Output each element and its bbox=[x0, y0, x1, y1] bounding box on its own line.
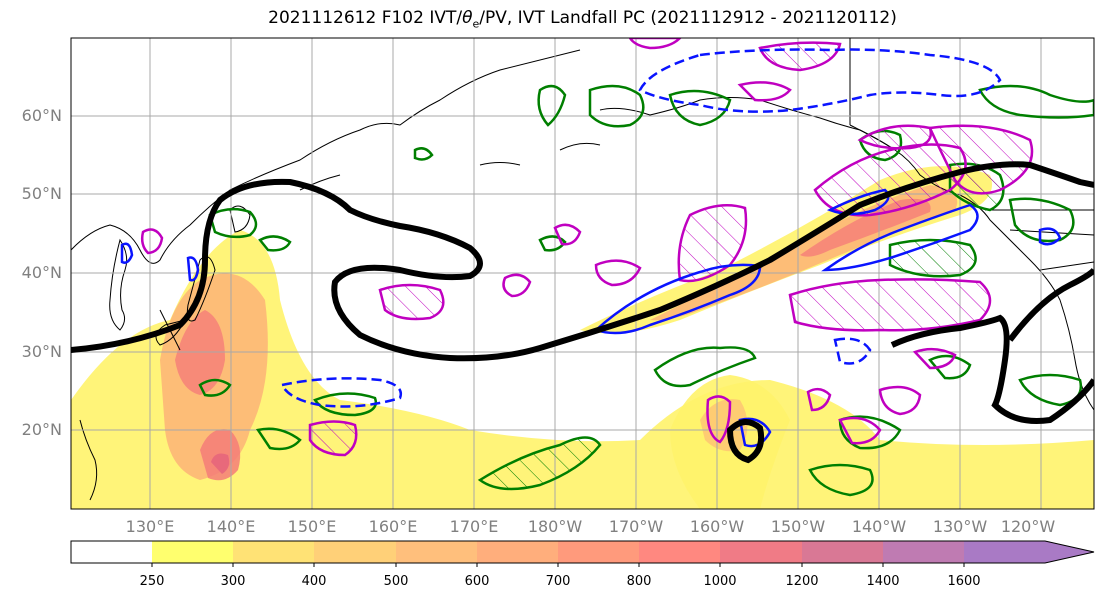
lon-label-170e: 170°E bbox=[449, 517, 499, 536]
colorbar-tick-500: 500 bbox=[383, 574, 409, 589]
blue-contours bbox=[120, 48, 1062, 448]
colorbar-tick-1600: 1600 bbox=[947, 574, 981, 589]
lat-label-20n: 20°N bbox=[21, 420, 62, 439]
colorbar bbox=[70, 540, 1095, 567]
lat-label-30n: 30°N bbox=[21, 342, 62, 361]
lon-label-180w: 180°W bbox=[527, 517, 583, 536]
pv-contours bbox=[198, 84, 1094, 497]
lon-label-140e: 140°E bbox=[206, 517, 256, 536]
map-frame bbox=[70, 37, 1095, 510]
colorbar-tick-700: 700 bbox=[545, 574, 571, 589]
lon-label-150e: 150°E bbox=[287, 517, 337, 536]
title-prefix: 2021112612 F102 IVT/ bbox=[268, 8, 463, 28]
colorbar-tick-300: 300 bbox=[220, 574, 246, 589]
title-theta-subscript: e bbox=[472, 17, 480, 31]
lon-label-160w: 160°W bbox=[689, 517, 745, 536]
lat-label-50n: 50°N bbox=[21, 184, 62, 203]
magenta-contours bbox=[140, 38, 1034, 457]
lat-label-40n: 40°N bbox=[21, 263, 62, 282]
colorbar-tick-800: 800 bbox=[626, 574, 652, 589]
colorbar-tick-1200: 1200 bbox=[785, 574, 819, 589]
lon-label-140w: 140°W bbox=[851, 517, 907, 536]
colorbar-tick-400: 400 bbox=[301, 574, 327, 589]
lon-label-170w: 170°W bbox=[608, 517, 664, 536]
colorbar-tick-1000: 1000 bbox=[703, 574, 737, 589]
lon-label-130w: 130°W bbox=[932, 517, 988, 536]
theta-contour bbox=[71, 161, 1094, 464]
colorbar-tick-600: 600 bbox=[464, 574, 490, 589]
lon-label-120w: 120°W bbox=[1000, 517, 1056, 536]
chart-title: 2021112612 F102 IVT/θe/PV, IVT Landfall … bbox=[0, 8, 1105, 30]
lon-label-160e: 160°E bbox=[368, 517, 418, 536]
lat-label-60n: 60°N bbox=[21, 106, 62, 125]
colorbar-tick-1400: 1400 bbox=[866, 574, 900, 589]
title-theta-symbol: θ bbox=[462, 8, 473, 28]
lon-label-150w: 150°W bbox=[770, 517, 826, 536]
map-panel bbox=[71, 38, 1094, 509]
colorbar-tick-250: 250 bbox=[139, 574, 165, 589]
title-suffix: /PV, IVT Landfall PC (2021112912 - 20211… bbox=[479, 8, 897, 28]
lon-label-130e: 130°E bbox=[125, 517, 175, 536]
